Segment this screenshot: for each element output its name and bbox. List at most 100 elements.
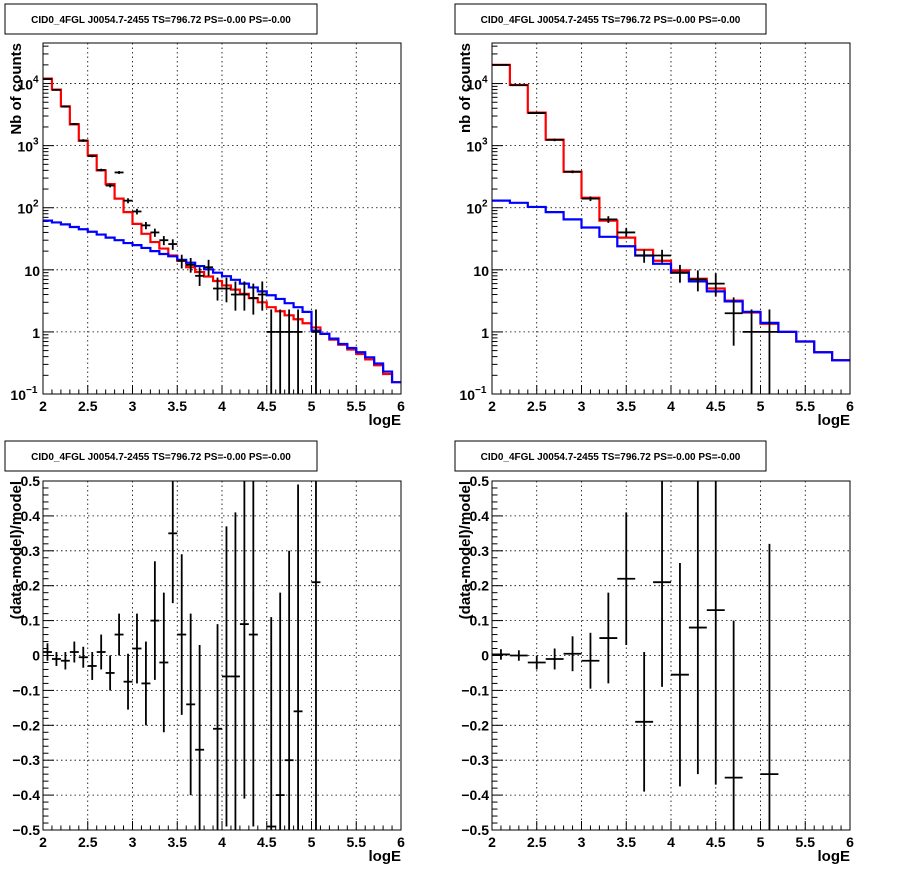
data-point: [239, 281, 249, 311]
y-axis-label: (data-model)/model: [457, 481, 474, 619]
plot-frame: [42, 42, 402, 395]
residual-point: [275, 592, 285, 830]
x-tick-label: 4.5: [257, 398, 277, 414]
x-tick-label: 5: [757, 834, 765, 850]
chart-title: CID0_4FGL J0054.7-2455 TS=796.72 PS=-0.0…: [481, 15, 741, 26]
data-point: [617, 228, 636, 237]
y-tick-label: 0: [481, 648, 489, 664]
x-tick-label: 4: [218, 834, 226, 850]
data-point: [635, 249, 654, 263]
y-tick-label: −0.1: [461, 682, 489, 698]
residual-point: [688, 481, 707, 775]
title-box: [454, 3, 767, 35]
data-point: [527, 112, 546, 114]
series-line-2: [492, 199, 850, 362]
data-point: [581, 196, 600, 202]
residual-point: [706, 481, 725, 785]
y-tick-label: −0.2: [461, 717, 489, 733]
x-tick-label: 4.5: [706, 398, 726, 414]
residual-point: [222, 526, 231, 827]
data-point: [114, 171, 124, 174]
y-tick-label: 0.4: [470, 508, 490, 524]
residual-point: [635, 652, 654, 792]
x-tick-label: 2.5: [527, 398, 547, 414]
residual-point: [311, 481, 321, 830]
residual-point: [492, 649, 510, 660]
x-tick-label: 6: [397, 834, 405, 850]
data-point: [257, 281, 267, 311]
title-box: [4, 3, 318, 35]
y-tick-exponent: 4: [482, 75, 488, 86]
residual-point: [284, 550, 294, 830]
x-tick-label: 2: [39, 398, 47, 414]
y-tick-label: 10: [459, 387, 475, 403]
x-tick-label: 3: [578, 834, 586, 850]
y-tick-exponent: 3: [33, 137, 39, 148]
y-tick-label: 10: [24, 263, 40, 279]
residual-point: [60, 652, 70, 670]
data-point: [177, 254, 187, 269]
x-tick-label: 4.5: [257, 834, 277, 850]
y-tick-label: 10: [473, 263, 489, 279]
y-tick-exponent: 2: [482, 199, 488, 210]
series-line-2: [43, 219, 401, 384]
data-point: [293, 309, 303, 394]
x-tick-label: 4: [667, 834, 675, 850]
residual-point: [248, 481, 258, 827]
y-tick-label: 1: [32, 325, 40, 341]
y-tick-exponent: 3: [482, 137, 488, 148]
y-tick-label: 10: [466, 139, 482, 155]
data-point: [248, 283, 258, 315]
residual-point: [195, 645, 205, 830]
data-point: [706, 273, 725, 297]
residual-point: [87, 652, 97, 680]
data-point: [275, 309, 285, 394]
residual-point: [132, 613, 142, 684]
x-tick-label: 3.5: [617, 398, 637, 414]
data-point: [311, 309, 321, 394]
residual-point: [760, 543, 779, 830]
data-point: [105, 183, 115, 188]
y-tick-label: 10: [466, 201, 482, 217]
chart-panel-3: 2 2.5 3 3.5 4 4.5 5 5.5 6 −0.5 −0.4 −0.3 −0.2 −0.1 0 0.…: [4, 440, 405, 865]
residual-point: [617, 512, 636, 646]
y-tick-label: −0.3: [461, 752, 489, 768]
y-tick-label: 10: [466, 77, 482, 93]
residual-point: [159, 592, 169, 733]
data-layer: [492, 481, 779, 830]
data-point: [213, 277, 222, 301]
data-point: [492, 63, 510, 66]
y-tick-label: 10: [17, 201, 33, 217]
x-axis-label: logE: [818, 848, 851, 865]
x-tick-label: 2: [488, 834, 496, 850]
data-point: [69, 122, 79, 126]
y-tick-label: −0.5: [461, 822, 489, 838]
residual-point: [563, 636, 582, 672]
residual-point: [581, 632, 600, 689]
residual-point: [96, 634, 106, 670]
data-point: [760, 309, 779, 394]
plot-frame: [491, 480, 851, 831]
residual-point: [168, 481, 178, 604]
data-point: [87, 154, 97, 158]
x-tick-label: 2: [39, 834, 47, 850]
y-tick-label: −0.4: [12, 787, 40, 803]
x-tick-label: 2.5: [527, 834, 547, 850]
x-tick-label: 2.5: [78, 398, 98, 414]
residual-point: [78, 646, 88, 668]
data-point: [186, 258, 196, 273]
y-tick-exponent: −1: [475, 385, 487, 396]
x-tick-label: 3: [578, 398, 586, 414]
data-point: [284, 309, 294, 394]
y-tick-label: 1: [481, 325, 489, 341]
y-axis-label: (data-model)/model: [8, 481, 25, 619]
data-point: [599, 216, 618, 223]
y-tick-label: 0.2: [470, 578, 490, 594]
x-tick-label: 4: [218, 398, 226, 414]
data-point: [60, 105, 70, 108]
x-tick-label: 3: [129, 834, 137, 850]
y-tick-label: 0: [32, 648, 40, 664]
plot-frame: [42, 480, 402, 831]
data-point: [43, 78, 52, 80]
